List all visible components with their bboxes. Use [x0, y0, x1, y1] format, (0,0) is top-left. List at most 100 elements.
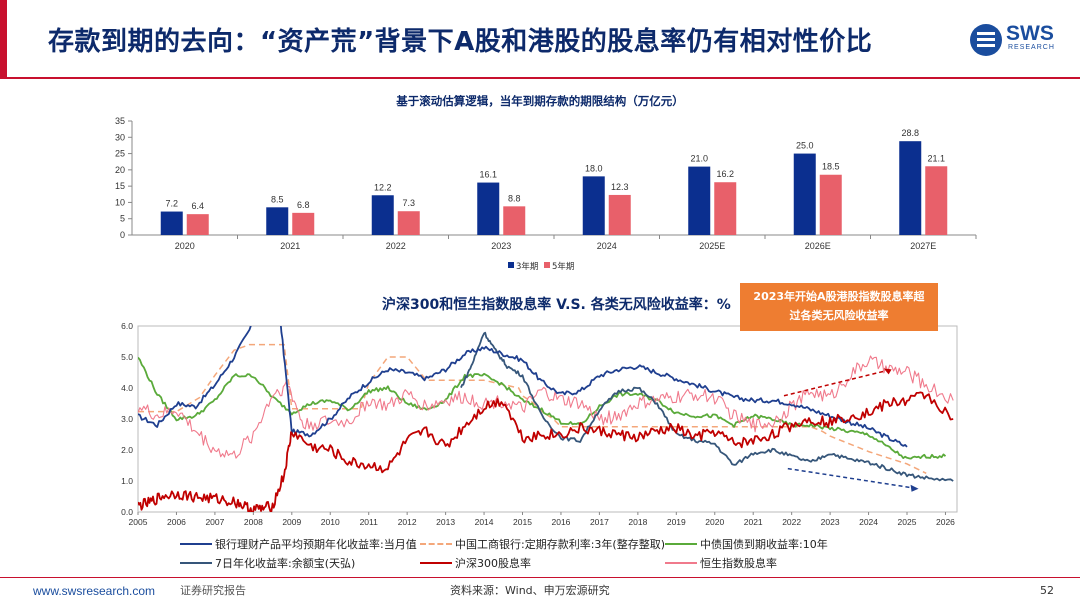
- trend-arrow-up-head: [883, 368, 892, 375]
- bar-3y: [160, 211, 183, 235]
- bar-value-label: 21.0: [690, 154, 708, 164]
- line-x-tick-label: 2008: [244, 517, 263, 527]
- bar-5y: [608, 194, 631, 235]
- line-x-tick-label: 2015: [513, 517, 532, 527]
- bar-value-label: 28.8: [901, 128, 919, 138]
- header-rule: [0, 77, 1080, 79]
- line-y-tick-label: 4.0: [121, 383, 133, 393]
- line-x-tick-label: 2025: [898, 517, 917, 527]
- bar-3y: [371, 195, 394, 235]
- trend-arrow-down-head: [910, 484, 919, 492]
- legend-item-yuebao: 7日年化收益率:余额宝(天弘): [180, 555, 355, 571]
- bar-5y: [186, 214, 209, 235]
- bar-value-label: 12.3: [611, 182, 629, 192]
- footer-source: 资料来源：Wind、申万宏源研究: [450, 584, 610, 597]
- legend-label: 银行理财产品平均预期年化收益率:当月值: [215, 538, 417, 551]
- line-x-tick-label: 2009: [282, 517, 301, 527]
- bar-x-tick-label: 2021: [280, 241, 300, 251]
- bar-y-tick-label: 10: [115, 197, 125, 207]
- bar-value-label: 7.3: [402, 198, 415, 208]
- line-series-icbc-deposit: [138, 343, 927, 474]
- bar-legend-swatch: [544, 262, 550, 268]
- bar-x-tick-label: 2023: [491, 241, 511, 251]
- legend-label: 7日年化收益率:余额宝(天弘): [215, 557, 356, 570]
- bar-3y: [793, 153, 816, 235]
- line-x-tick-label: 2022: [782, 517, 801, 527]
- line-x-tick-label: 2013: [436, 517, 455, 527]
- line-x-tick-label: 2005: [129, 517, 148, 527]
- line-x-tick-label: 2019: [667, 517, 686, 527]
- bar-x-tick-label: 2024: [597, 241, 617, 251]
- line-y-tick-label: 5.0: [121, 352, 133, 362]
- header-accent-bar: [0, 0, 7, 77]
- line-series-wealth-products: [138, 326, 908, 448]
- line-series-yuebao: [460, 331, 954, 482]
- logo-subtext: RESEARCH: [1008, 44, 1055, 51]
- bar-value-label: 8.8: [508, 193, 521, 203]
- footer-report-label: 证券研究报告: [180, 584, 246, 597]
- bar-5y: [503, 206, 526, 235]
- bar-legend-swatch: [508, 262, 514, 268]
- line-series-hsi: [138, 355, 954, 459]
- bar-y-tick-label: 25: [115, 149, 125, 159]
- logo-text: SWS: [1006, 22, 1054, 45]
- bar-3y: [688, 166, 711, 235]
- line-y-tick-label: 6.0: [121, 321, 133, 331]
- bar-x-tick-label: 2020: [175, 241, 195, 251]
- line-plot-frame: [137, 325, 958, 513]
- bar-3y: [477, 182, 500, 235]
- bar-5y: [714, 182, 737, 235]
- bar-value-label: 18.5: [822, 162, 840, 172]
- page-title: 存款到期的去向：“资产荒”背景下A股和港股的股息率仍有相对性价比: [48, 27, 873, 57]
- line-x-tick-label: 2014: [475, 517, 494, 527]
- line-x-tick-label: 2026: [936, 517, 955, 527]
- bar-3y: [582, 176, 605, 235]
- line-chart-title: 沪深300和恒生指数股息率 V.S. 各类无风险收益率：%: [382, 297, 731, 313]
- bar-value-label: 21.1: [927, 153, 945, 163]
- bar-y-tick-label: 30: [115, 132, 125, 142]
- line-series-cgb-10y: [138, 356, 947, 460]
- line-x-tick-label: 2021: [744, 517, 763, 527]
- line-x-tick-label: 2020: [705, 517, 724, 527]
- bar-chart-title: 基于滚动估算逻辑，当年到期存款的期限结构（万亿元）: [396, 94, 684, 108]
- line-x-tick-label: 2007: [205, 517, 224, 527]
- footer-url-link[interactable]: www.swsresearch.com: [33, 584, 156, 598]
- bar-value-label: 8.5: [271, 194, 284, 204]
- line-y-tick-label: 1.0: [121, 476, 133, 486]
- line-series-csi300: [138, 391, 954, 512]
- trend-arrow-up: [783, 368, 892, 397]
- line-x-tick-label: 2017: [590, 517, 609, 527]
- legend-label: 中国工商银行:定期存款利率:3年(整存整取): [455, 538, 665, 551]
- bar-value-label: 16.1: [479, 170, 497, 180]
- bar-x-tick-label: 2027E: [910, 241, 936, 251]
- bar-5y: [397, 211, 420, 235]
- page-number: 52: [1040, 584, 1054, 597]
- line-y-tick-label: 2.0: [121, 445, 133, 455]
- legend-label: 沪深300股息率: [455, 557, 531, 570]
- bar-value-label: 7.2: [165, 199, 178, 209]
- bar-value-label: 12.2: [374, 182, 392, 192]
- bar-value-label: 18.0: [585, 163, 603, 173]
- line-y-tick-label: 3.0: [121, 414, 133, 424]
- legend-item-icbc-deposit: 中国工商银行:定期存款利率:3年(整存整取): [420, 536, 665, 552]
- line-x-tick-label: 2018: [628, 517, 647, 527]
- bar-value-label: 6.4: [191, 201, 204, 211]
- bar-x-tick-label: 2025E: [699, 241, 725, 251]
- line-x-tick-label: 2023: [821, 517, 840, 527]
- bar-3y: [266, 207, 289, 235]
- legend-item-hsi: 恒生指数股息率: [665, 555, 777, 571]
- bar-5y: [819, 174, 842, 235]
- bar-y-tick-label: 15: [115, 181, 125, 191]
- bar-5y: [925, 166, 948, 235]
- line-x-tick-label: 2012: [398, 517, 417, 527]
- bar-x-tick-label: 2026E: [805, 241, 831, 251]
- bar-value-label: 25.0: [796, 141, 814, 151]
- legend-label: 中债国债到期收益率:10年: [700, 538, 828, 551]
- legend-item-wealth-products: 银行理财产品平均预期年化收益率:当月值: [180, 536, 417, 552]
- legend-item-cgb-10y: 中债国债到期收益率:10年: [665, 536, 828, 552]
- sws-logo-icon: [970, 24, 1002, 56]
- legend-label: 恒生指数股息率: [700, 557, 777, 570]
- bar-3y: [899, 141, 922, 235]
- line-x-tick-label: 2010: [321, 517, 340, 527]
